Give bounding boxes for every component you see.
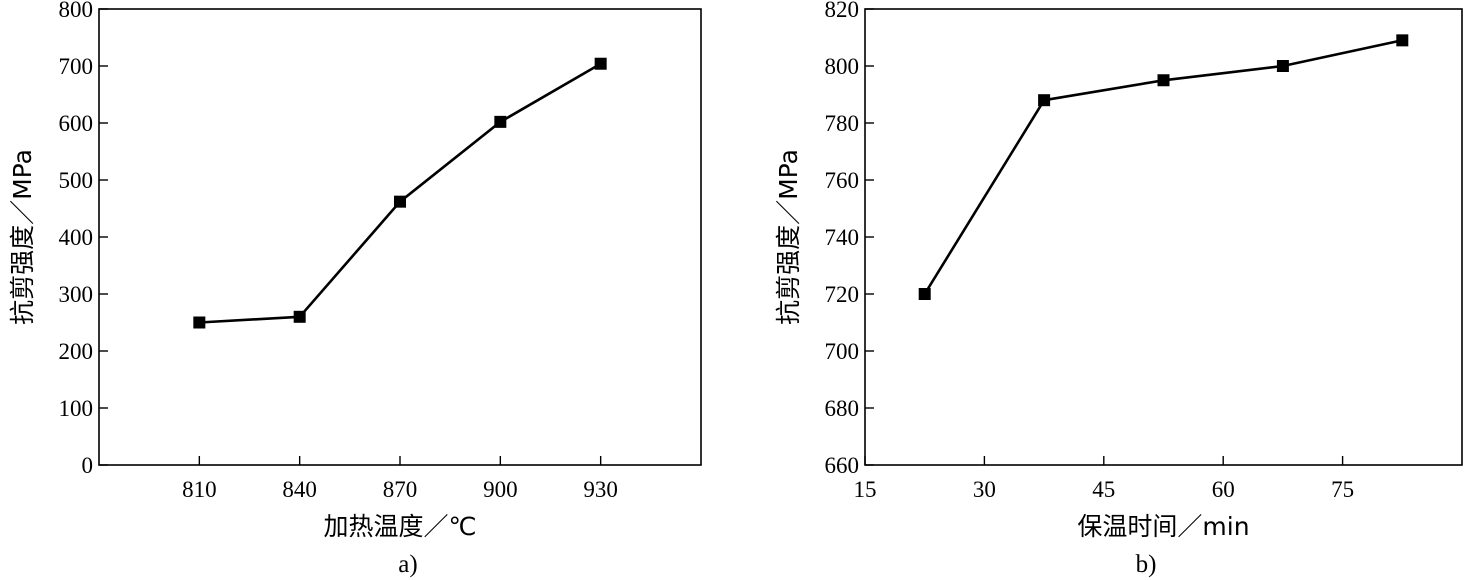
- y-tick-label: 700: [825, 339, 860, 364]
- x-tick-label: 840: [282, 477, 317, 502]
- x-tick-label: 75: [1331, 477, 1354, 502]
- series-line: [199, 62, 602, 324]
- y-tick-label: 100: [59, 396, 94, 421]
- x-tick-label: 810: [182, 477, 217, 502]
- data-point-marker: [193, 316, 206, 329]
- data-point-marker: [918, 288, 931, 300]
- x-tick-label: 30: [973, 477, 996, 502]
- x-tick-label: 930: [583, 477, 618, 502]
- y-tick-label: 720: [825, 282, 860, 307]
- x-tick-label: 870: [383, 477, 418, 502]
- y-tick-label: 780: [825, 111, 860, 136]
- y-tick-label: 660: [825, 453, 860, 478]
- y-tick-label: 0: [82, 453, 94, 478]
- y-tick-label: 740: [825, 225, 860, 250]
- chart-caption: a): [398, 551, 417, 578]
- x-tick-label: 60: [1212, 477, 1235, 502]
- y-tick-label: 800: [825, 54, 860, 79]
- chart-b: 660 680 700 720 740 760 780 800 820 15 30 45 60 75 保温时…: [774, 0, 1463, 578]
- y-tick-label: 760: [825, 168, 860, 193]
- x-axis-title: 保温时间／min: [1077, 512, 1249, 541]
- y-tick-label: 800: [59, 0, 94, 22]
- data-point-marker: [293, 310, 306, 323]
- x-axis-title: 加热温度／℃: [323, 512, 476, 541]
- data-point-marker: [1276, 60, 1289, 72]
- chart-caption: b): [1136, 551, 1157, 578]
- y-tick-label: 820: [825, 0, 860, 22]
- data-point-marker: [494, 115, 507, 128]
- x-tick-label: 900: [483, 477, 518, 502]
- data-point-marker: [1396, 34, 1409, 47]
- data-point-marker: [394, 195, 406, 208]
- data-point-marker: [594, 57, 607, 70]
- x-tick-label: 45: [1092, 477, 1115, 502]
- y-tick-label: 400: [59, 225, 94, 250]
- y-tick-label: 500: [59, 168, 94, 193]
- plot-frame: [98, 8, 702, 466]
- chart-a: 0 100 200 300 400 500 600 700 800 810 840 870 900 930…: [8, 0, 702, 578]
- y-tick-label: 200: [59, 339, 94, 364]
- y-tick-label: 680: [825, 396, 860, 421]
- data-point-marker: [1038, 94, 1051, 107]
- y-tick-label: 600: [59, 111, 94, 136]
- y-tick-label: 700: [59, 54, 94, 79]
- y-axis-title: 抗剪强度／MPa: [774, 149, 803, 325]
- y-tick-label: 300: [59, 282, 94, 307]
- y-axis-title: 抗剪强度／MPa: [8, 149, 37, 325]
- x-tick-label: 15: [854, 477, 877, 502]
- data-point-marker: [1157, 74, 1170, 87]
